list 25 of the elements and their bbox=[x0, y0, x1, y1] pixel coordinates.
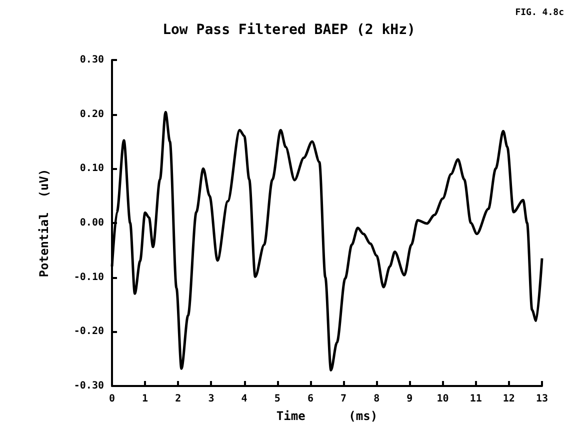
x-tick-label: 5 bbox=[274, 394, 280, 404]
y-tick-label: -0.30 bbox=[74, 380, 104, 392]
x-tick-label: 3 bbox=[208, 394, 214, 404]
x-tick-label: 13 bbox=[536, 394, 548, 404]
x-axis-title: Time (ms) bbox=[276, 409, 378, 423]
x-tick-label: 4 bbox=[241, 394, 248, 404]
x-tick-label: 11 bbox=[470, 394, 482, 404]
y-tick-label: 0.10 bbox=[80, 163, 104, 174]
y-tick-label: 0.20 bbox=[80, 108, 104, 120]
x-tick-label: 8 bbox=[374, 394, 380, 404]
x-tick-label: 1 bbox=[142, 394, 148, 404]
x-tick-label: 12 bbox=[502, 394, 515, 404]
x-tick-label: 2 bbox=[175, 394, 182, 404]
y-tick-label: -0.20 bbox=[74, 326, 104, 338]
y-tick-label: 0.30 bbox=[80, 54, 104, 66]
x-tick-label: 9 bbox=[406, 394, 413, 404]
y-tick-label: 0.00 bbox=[80, 218, 104, 228]
x-tick-label: 7 bbox=[340, 394, 347, 404]
x-tick-label: 0 bbox=[108, 394, 116, 404]
x-tick-label: 10 bbox=[436, 394, 449, 404]
caption: FIG. 4.8c bbox=[515, 8, 564, 18]
y-tick-label: -0.10 bbox=[74, 272, 104, 283]
x-tick-label: 6 bbox=[307, 394, 314, 404]
y-axis-title: Potential (uV) bbox=[37, 168, 51, 278]
chart-title: Low Pass Filtered BAEP (2 kHz) bbox=[162, 22, 416, 38]
